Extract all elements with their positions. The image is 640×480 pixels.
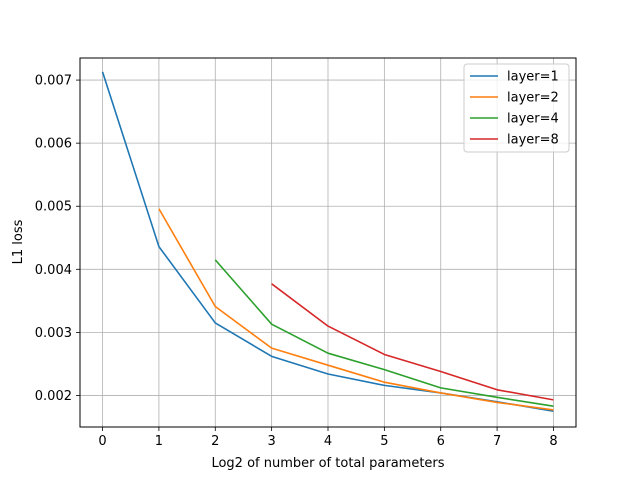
x-ticks: 0 1 2 3 4 5 6 7 8 <box>98 427 558 449</box>
x-tick-label: 7 <box>493 434 501 449</box>
x-tick-label: 2 <box>211 434 219 449</box>
x-tick-label: 5 <box>380 434 388 449</box>
y-tick-label: 0.005 <box>35 200 72 215</box>
x-tick-label: 6 <box>437 434 445 449</box>
legend-label: layer=8 <box>507 133 559 148</box>
series-lines <box>101 71 554 413</box>
y-tick-label: 0.002 <box>35 389 72 404</box>
series-line-layer-4 <box>214 259 554 407</box>
y-tick-label: 0.007 <box>35 74 72 89</box>
y-tick-label: 0.003 <box>35 326 72 341</box>
y-tick-label: 0.006 <box>35 137 72 152</box>
y-ticks: 0.002 0.003 0.004 0.005 0.006 0.007 <box>35 74 80 404</box>
x-tick-label: 0 <box>98 434 106 449</box>
series-line-layer-2 <box>158 208 554 411</box>
legend-box <box>463 63 570 153</box>
x-tick-label: 1 <box>155 434 163 449</box>
legend: layer=1 layer=2 layer=4 layer=8 <box>463 63 570 153</box>
legend-label: layer=1 <box>507 70 559 85</box>
series-line-layer-8 <box>271 283 554 401</box>
x-tick-label: 8 <box>549 434 557 449</box>
x-tick-label: 4 <box>324 434 332 449</box>
y-tick-label: 0.004 <box>35 263 72 278</box>
x-axis-label: Log2 of number of total parameters <box>211 456 444 471</box>
x-tick-label: 3 <box>267 434 275 449</box>
legend-label: layer=4 <box>507 112 559 127</box>
y-axis-label: L1 loss <box>11 219 26 264</box>
legend-label: layer=2 <box>507 91 559 106</box>
